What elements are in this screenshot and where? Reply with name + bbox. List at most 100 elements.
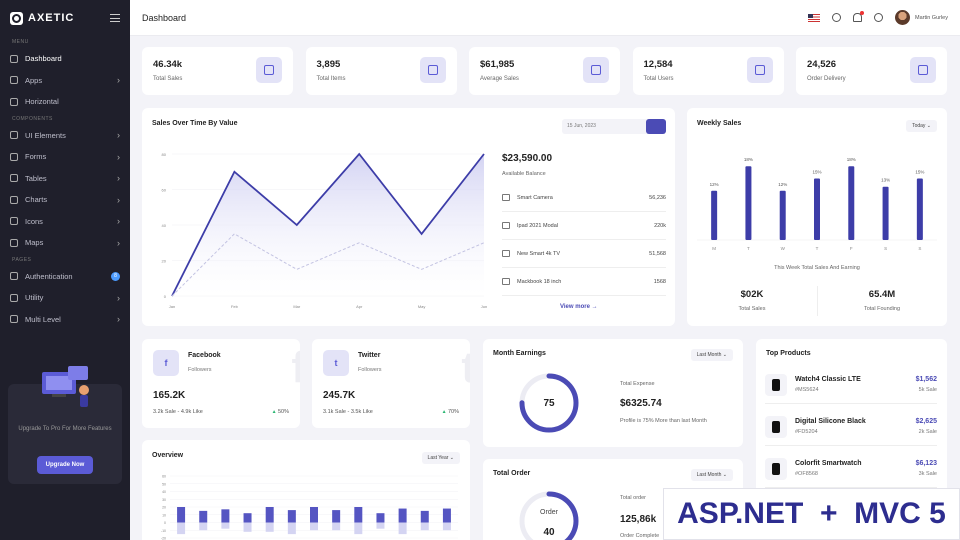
- product-row[interactable]: New Smart 4k TV 51,568: [502, 240, 666, 268]
- x-tick-label: Jun: [481, 304, 487, 309]
- dollar-icon: [591, 65, 601, 75]
- sidebar-item-ui-elements[interactable]: UI Elements ›: [0, 125, 130, 147]
- chevron-right-icon: ›: [117, 75, 120, 86]
- sidebar-item-icons[interactable]: Icons ›: [0, 211, 130, 233]
- overview-bar-negative: [442, 522, 451, 531]
- y-tick-label: 10: [162, 513, 166, 517]
- y-tick-label: 20: [162, 259, 167, 264]
- top-product-row[interactable]: Colorfit Smartwatch #OF8568 $6,123 3k Sa…: [765, 450, 937, 488]
- overview-bar-positive: [442, 508, 451, 523]
- overview-card: Overview Last Year ⌄ -20 -10 0 10 20 30 40 50 60: [142, 440, 470, 540]
- overview-filter[interactable]: Last Year ⌄: [421, 452, 460, 464]
- top-product-price: $2,625: [915, 418, 937, 425]
- sidebar-item-label: Tables: [25, 173, 47, 183]
- month-earnings-gauge: [519, 373, 579, 433]
- sidebar-item-apps[interactable]: Apps ›: [0, 70, 130, 92]
- overview-bar-negative: [243, 522, 252, 532]
- sidebar-item-utility[interactable]: Utility ›: [0, 287, 130, 309]
- users-icon: [754, 65, 765, 75]
- stat-value: 46.34k: [153, 59, 183, 70]
- laptop-icon: [502, 278, 510, 285]
- view-more-link[interactable]: View more →: [560, 304, 598, 310]
- y-tick-label: 50: [162, 482, 166, 486]
- date-picker[interactable]: 15 Jun, 2023: [562, 119, 666, 134]
- y-tick-label: 40: [162, 490, 166, 494]
- top-product-name: Watch4 Classic LTE: [795, 376, 861, 383]
- chevron-right-icon: ›: [117, 314, 120, 325]
- brand-name: AXETIC: [28, 12, 75, 24]
- topbar: Dashboard Martin Gurley: [130, 0, 960, 36]
- product-row[interactable]: Ipad 2021 Modal 220k: [502, 212, 666, 240]
- x-tick-label: May: [418, 304, 426, 309]
- overview-bar-negative: [398, 522, 407, 535]
- top-product-price: $1,562: [915, 376, 937, 383]
- stat-value: $61,985: [480, 59, 515, 70]
- user-icon: [10, 272, 18, 281]
- product-row[interactable]: Smart Camera 56,236: [502, 184, 666, 212]
- brand-logo-icon: [10, 11, 23, 25]
- product-name: New Smart 4k TV: [517, 250, 560, 257]
- total-sales-value: $02K: [740, 289, 764, 300]
- stat-value: 24,526: [807, 59, 837, 70]
- top-product-sale: 3k Sale: [918, 471, 937, 477]
- top-product-sale: 2k Sale: [918, 429, 937, 435]
- sidebar-item-maps[interactable]: Maps ›: [0, 232, 130, 254]
- chevron-right-icon: ›: [117, 194, 120, 205]
- x-tick-label: Mar: [293, 304, 301, 309]
- stat-card-order-delivery: 24,526 Order Delivery: [796, 47, 947, 95]
- search-icon[interactable]: [831, 13, 841, 22]
- overview-bar-positive: [199, 510, 208, 523]
- total-order-title: Total Order: [493, 470, 531, 477]
- chevron-right-icon: ›: [117, 130, 120, 141]
- total-order-gauge-label: Order: [540, 509, 558, 516]
- sidebar-item-label: Authentication: [25, 271, 73, 281]
- watch-icon: [765, 373, 787, 396]
- sidebar-item-horizontal[interactable]: Horizontal: [0, 91, 130, 113]
- gear-icon[interactable]: [873, 13, 883, 22]
- facebook-icon[interactable]: f: [153, 350, 179, 376]
- overview-bar-positive: [177, 507, 186, 523]
- camera-icon: [502, 194, 510, 201]
- menu-toggle-icon[interactable]: [110, 14, 120, 22]
- bar-label: 18%: [744, 157, 753, 162]
- total-founding-block: 65.4M Total Founding: [817, 289, 947, 312]
- sales-over-time-chart: 0 20 40 60 80 Jan Feb Mar Apr May Jun: [162, 152, 488, 309]
- sidebar-item-multi-level[interactable]: Multi Level ›: [0, 309, 130, 331]
- overview-bar-positive: [310, 507, 318, 523]
- sidebar-item-authentication[interactable]: Authentication 8: [0, 266, 130, 288]
- sidebar-item-forms[interactable]: Forms ›: [0, 146, 130, 168]
- stat-value: 12,584: [643, 59, 673, 70]
- chevron-right-icon: ›: [117, 173, 120, 184]
- sales-over-time-title: Sales Over Time By Value: [152, 120, 238, 127]
- sidebar-item-tables[interactable]: Tables ›: [0, 168, 130, 190]
- calendar-icon[interactable]: [646, 119, 666, 134]
- bell-icon[interactable]: [852, 11, 864, 22]
- total-expense-value: $6325.74: [620, 398, 662, 409]
- edit-icon: [10, 152, 18, 161]
- table-icon: [10, 174, 18, 183]
- social-card-twitter: t t Twitter Followers 245.7K 3.1k Sale -…: [312, 339, 470, 428]
- top-product-row[interactable]: Watch4 Classic LTE #MS5624 $1,562 5k Sal…: [765, 366, 937, 404]
- upgrade-now-button[interactable]: Upgrade Now: [37, 456, 93, 474]
- brand[interactable]: AXETIC: [0, 0, 130, 36]
- top-product-row[interactable]: Digital Silicone Black #FD5204 $2,625 2k…: [765, 408, 937, 446]
- us-flag-icon[interactable]: [807, 13, 820, 22]
- month-earnings-filter[interactable]: Last Month ⌄: [690, 349, 733, 361]
- sidebar-item-charts[interactable]: Charts ›: [0, 189, 130, 211]
- total-order-value: 125,86k: [620, 514, 657, 525]
- social-sub: Followers: [188, 367, 212, 373]
- sidebar-item-dashboard[interactable]: Dashboard: [0, 48, 130, 70]
- overview-bar-positive: [221, 509, 230, 523]
- weekly-sales-filter[interactable]: Today ⌄: [906, 120, 937, 132]
- chevron-right-icon: ›: [117, 237, 120, 248]
- total-order-gauge: [519, 491, 579, 540]
- twitter-icon[interactable]: t: [323, 350, 349, 376]
- avatar[interactable]: [894, 10, 910, 25]
- total-order-filter[interactable]: Last Month ⌄: [690, 469, 733, 481]
- overview-bar-positive: [354, 507, 363, 523]
- stat-card-total-sales: 46.34k Total Sales: [142, 47, 293, 95]
- product-row[interactable]: Mackbook 18 inch 1568: [502, 268, 666, 296]
- x-tick-label: M: [712, 246, 716, 251]
- user-menu[interactable]: Martin Gurley: [894, 10, 948, 25]
- stat-label: Average Sales: [480, 76, 519, 82]
